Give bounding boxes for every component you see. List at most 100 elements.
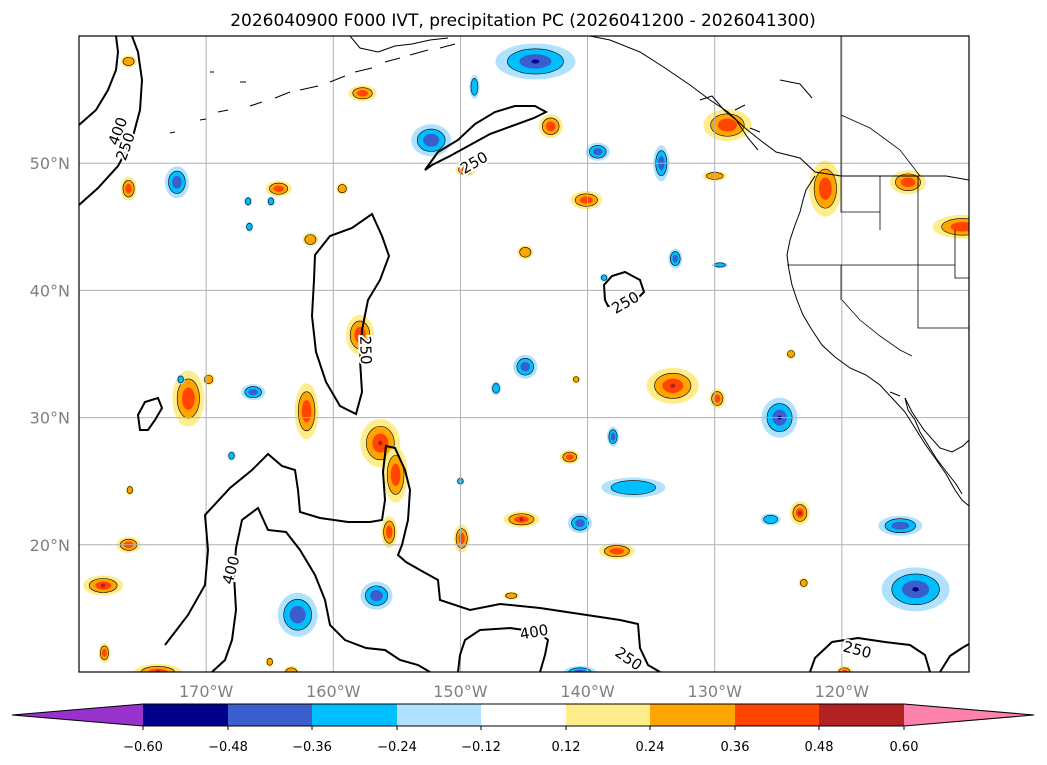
colorbar-segment bbox=[143, 704, 228, 726]
precip-contour-fill bbox=[713, 262, 726, 268]
precip-anomaly-positive bbox=[283, 666, 300, 672]
precip-contour-fill bbox=[545, 121, 556, 132]
precip-anomaly-positive bbox=[302, 232, 319, 247]
precip-contour-fill bbox=[266, 658, 273, 666]
precip-anomaly-negative bbox=[244, 196, 253, 207]
precip-anomaly-positive bbox=[646, 367, 699, 404]
ivt-contour bbox=[939, 643, 969, 672]
precip-contour-fill bbox=[248, 388, 258, 396]
precip-contour-fill bbox=[245, 197, 252, 206]
colorbar-segment bbox=[735, 704, 819, 726]
precip-anomaly-negative bbox=[495, 43, 576, 80]
precip-contour-fill bbox=[101, 583, 106, 588]
precip-anomaly-positive bbox=[709, 388, 726, 409]
precip-contour-fill bbox=[891, 521, 910, 530]
colorbar-extend-max bbox=[904, 704, 1034, 726]
y-tick-label: 40°N bbox=[30, 281, 70, 300]
precip-anomaly-negative bbox=[601, 477, 666, 498]
precip-anomaly-positive bbox=[798, 577, 809, 588]
ivt-contour bbox=[79, 36, 144, 206]
precip-anomaly-positive bbox=[572, 375, 581, 384]
alaska-coastline bbox=[349, 36, 813, 151]
precip-anomaly-positive bbox=[265, 656, 274, 667]
colorbar: −0.60 −0.48 −0.36 −0.24 −0.12 0.12 0.24 0.36 0.4… bbox=[11, 703, 1035, 755]
ivt-contour bbox=[136, 396, 164, 431]
precip-anomaly-positive bbox=[125, 485, 134, 496]
colorbar-segment bbox=[397, 704, 481, 726]
gridlines bbox=[79, 36, 969, 672]
precip-anomaly-positive bbox=[120, 176, 137, 201]
precip-anomaly-positive bbox=[517, 245, 534, 260]
precip-contour-fill bbox=[461, 166, 470, 173]
colorbar-tick-label: 0.36 bbox=[721, 740, 750, 755]
precip-contour-fill bbox=[125, 183, 132, 194]
precip-contour-fill bbox=[573, 376, 580, 383]
precip-anomaly-negative bbox=[761, 397, 798, 438]
x-tick-label: 150°W bbox=[433, 682, 488, 701]
precip-anomaly-positive bbox=[559, 450, 580, 465]
north-america-coastline bbox=[589, 36, 969, 507]
precip-anomaly-positive bbox=[336, 182, 349, 195]
y-tick-label: 50°N bbox=[30, 154, 70, 173]
x-tick-label: 160°W bbox=[306, 682, 361, 701]
precip-anomaly-negative bbox=[881, 567, 950, 612]
ivt-contour bbox=[424, 105, 549, 171]
colorbar-segment bbox=[481, 704, 566, 726]
precip-contour-fill bbox=[519, 247, 532, 258]
precip-anomaly-negative bbox=[567, 513, 592, 534]
chart-title: 2026040900 F000 IVT, precipitation PC (2… bbox=[230, 11, 816, 31]
precip-anomaly-negative bbox=[878, 515, 923, 536]
precip-anomaly-positive bbox=[133, 664, 182, 672]
precip-contour-fill bbox=[246, 223, 253, 231]
precip-contour-fill bbox=[609, 547, 625, 555]
ivt-contour-label: 250 bbox=[356, 336, 375, 365]
precip-contour-fill bbox=[172, 175, 182, 189]
precip-contour-fill bbox=[126, 486, 133, 494]
precip-contour-fill bbox=[672, 254, 679, 263]
precip-anomaly-positive bbox=[172, 370, 205, 427]
y-tick-label: 30°N bbox=[30, 409, 70, 428]
precip-contour-fill bbox=[356, 90, 369, 97]
colorbar-segment bbox=[819, 704, 904, 726]
precip-anomaly-positive bbox=[570, 191, 603, 210]
precip-anomaly-negative bbox=[668, 248, 683, 269]
colorbar-extend-min bbox=[12, 704, 143, 726]
precip-anomaly-positive bbox=[889, 170, 926, 195]
colorbar-tick-label: −0.60 bbox=[123, 740, 163, 755]
colorbar-tick-label: 0.48 bbox=[805, 740, 834, 755]
precip-anomaly-negative bbox=[176, 374, 185, 385]
precip-contour-fill bbox=[273, 185, 284, 192]
precip-contour-fill bbox=[386, 525, 393, 539]
coastline-layer bbox=[169, 36, 969, 507]
precip-contour-fill bbox=[579, 196, 593, 204]
ivt-contour bbox=[164, 444, 661, 672]
precip-anomaly-negative bbox=[164, 166, 189, 199]
x-tick-label: 130°W bbox=[688, 682, 743, 701]
precip-contour-fill bbox=[337, 184, 347, 194]
state-borders bbox=[787, 36, 969, 357]
precip-anomaly-positive bbox=[789, 501, 810, 525]
precip-anomaly-positive bbox=[345, 314, 374, 355]
precip-contour-fill bbox=[818, 177, 832, 200]
colorbar-segment bbox=[566, 704, 650, 726]
precip-anomaly-positive bbox=[83, 575, 124, 596]
precip-contour-fill bbox=[797, 511, 802, 515]
precip-anomaly-negative bbox=[227, 450, 236, 461]
precip-anomaly-positive bbox=[381, 516, 398, 549]
colorbar-tick-label: 0.12 bbox=[552, 740, 581, 755]
precip-contour-fill bbox=[102, 648, 107, 657]
precip-contour-fill bbox=[228, 451, 235, 460]
colorbar-tick-label: −0.12 bbox=[461, 740, 501, 755]
precip-anomaly-positive bbox=[294, 383, 319, 440]
ivt-contour bbox=[310, 212, 391, 416]
precip-contour-fill bbox=[289, 605, 306, 624]
precip-contour-fill bbox=[458, 532, 465, 545]
precip-anomaly-negative bbox=[491, 381, 502, 396]
aleutian-islands bbox=[169, 43, 456, 134]
precip-contour-fill bbox=[304, 234, 317, 245]
precip-contour-fill bbox=[301, 400, 312, 423]
precip-contour-fill bbox=[714, 394, 721, 403]
ocean-background bbox=[79, 36, 969, 672]
